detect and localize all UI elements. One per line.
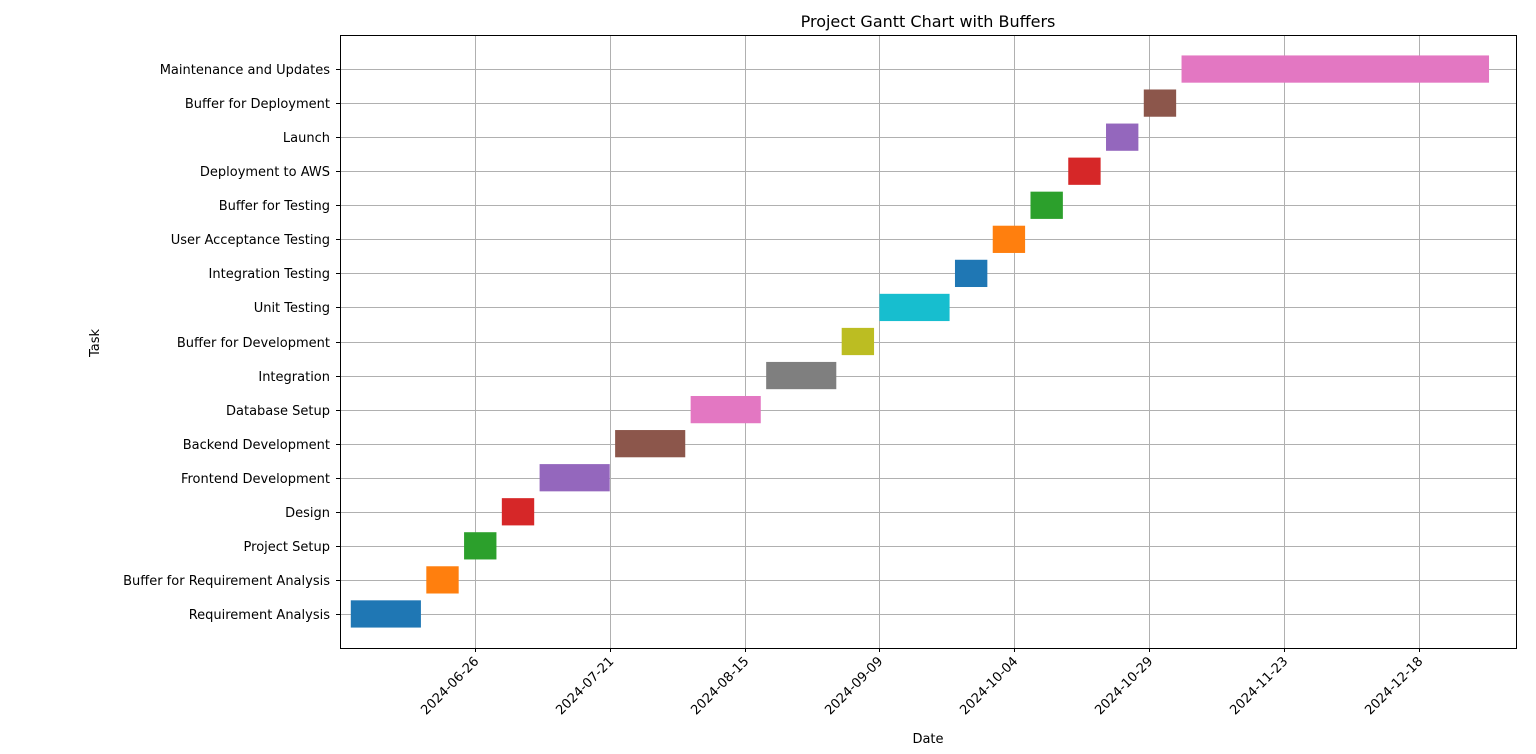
y-tick-label: Launch <box>283 131 330 146</box>
x-tick-label: 2024-09-09 <box>822 654 886 718</box>
x-tick-label: 2024-06-26 <box>418 654 482 718</box>
task-bar <box>1106 123 1139 151</box>
task-bar <box>992 225 1026 253</box>
y-tick-label: Project Setup <box>244 540 330 555</box>
task-bar <box>841 327 875 356</box>
bar-layer <box>350 55 1490 628</box>
y-tick-label: Buffer for Testing <box>219 199 330 214</box>
task-bar <box>1181 55 1490 83</box>
y-tick-label: Buffer for Deployment <box>185 97 330 112</box>
y-tick-label: Unit Testing <box>254 301 330 316</box>
task-bar <box>350 600 421 628</box>
x-tick-label: 2024-10-29 <box>1092 654 1156 718</box>
task-bar <box>690 395 761 424</box>
x-axis-label: Date <box>912 732 943 747</box>
y-tick-label: Deployment to AWS <box>200 165 330 180</box>
plot-frame <box>340 35 1517 649</box>
task-bar <box>501 498 535 526</box>
y-tick-label: Requirement Analysis <box>189 608 331 623</box>
task-bar <box>615 430 686 458</box>
task-bar <box>879 293 950 322</box>
y-tick-label: Database Setup <box>226 404 330 419</box>
y-tick-label: Buffer for Development <box>177 336 330 351</box>
y-tick-label: Integration <box>258 370 330 385</box>
y-tick-label: Buffer for Requirement Analysis <box>123 574 330 589</box>
y-tick-label: Backend Development <box>183 438 330 453</box>
task-bar <box>954 259 988 288</box>
y-tick-label: Maintenance and Updates <box>160 63 331 78</box>
x-tick-label: 2024-10-04 <box>957 654 1021 718</box>
grid-layer <box>340 35 1516 648</box>
task-bar <box>1143 89 1177 117</box>
task-bar <box>426 566 459 594</box>
y-tick-label: Design <box>285 506 330 521</box>
task-bar <box>1068 157 1101 185</box>
x-tick-label: 2024-11-23 <box>1227 654 1291 718</box>
chart-title: Project Gantt Chart with Buffers <box>801 12 1056 31</box>
task-bar <box>464 532 497 560</box>
task-bar <box>1030 191 1063 219</box>
y-axis-label: Task <box>88 329 103 359</box>
x-tick-label: 2024-12-18 <box>1362 654 1426 718</box>
y-tick-label: Frontend Development <box>181 472 330 487</box>
x-tick-label: 2024-08-15 <box>688 654 752 718</box>
task-bar <box>766 361 837 390</box>
y-tick-label: Integration Testing <box>209 267 330 282</box>
x-tick-layer: 2024-06-26 2024-07-21 2024-08-15 2024-09-09… <box>418 648 1426 718</box>
task-bar <box>539 464 610 492</box>
x-tick-label: 2024-07-21 <box>553 654 617 718</box>
y-tick-layer: Requirement Analysis Buffer for Requireme… <box>123 63 340 623</box>
y-tick-label: User Acceptance Testing <box>171 233 330 248</box>
